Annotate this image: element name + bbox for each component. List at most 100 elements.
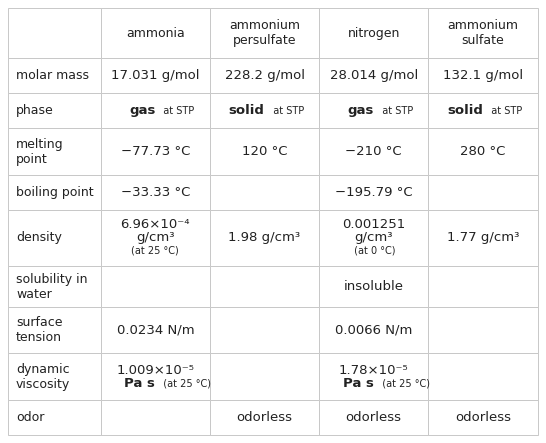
Bar (101, 266, 210, 307)
Text: 1.009×10⁻⁵: 1.009×10⁻⁵ (116, 364, 194, 377)
Bar (428, 354, 538, 400)
Text: gas: gas (347, 105, 373, 117)
Bar (319, 8, 428, 58)
Text: 0.0066 N/m: 0.0066 N/m (335, 324, 412, 337)
Text: (at 25 °C): (at 25 °C) (376, 378, 430, 388)
Bar (8, 8, 101, 58)
Bar (101, 93, 210, 128)
Bar (210, 175, 319, 210)
Text: 1.98 g/cm³: 1.98 g/cm³ (228, 232, 301, 245)
Bar (210, 93, 319, 128)
Text: 6.96×10⁻⁴: 6.96×10⁻⁴ (121, 218, 190, 232)
Text: g/cm³: g/cm³ (354, 232, 393, 245)
Text: (at 25 °C): (at 25 °C) (132, 246, 179, 256)
Bar (101, 307, 210, 354)
Text: at STP: at STP (266, 106, 304, 116)
Bar (428, 210, 538, 266)
Bar (319, 266, 428, 307)
Text: (at 25 °C): (at 25 °C) (157, 378, 211, 388)
Text: 1.77 g/cm³: 1.77 g/cm³ (447, 232, 519, 245)
Text: 120 °C: 120 °C (242, 145, 287, 158)
Bar (319, 354, 428, 400)
Text: 17.031 g/mol: 17.031 g/mol (111, 70, 200, 82)
Bar (428, 58, 538, 93)
Text: at STP: at STP (157, 106, 194, 116)
Bar (428, 400, 538, 435)
Bar (210, 354, 319, 400)
Bar (319, 307, 428, 354)
Text: 132.1 g/mol: 132.1 g/mol (443, 70, 523, 82)
Text: odorless: odorless (346, 411, 402, 424)
Bar (319, 175, 428, 210)
Bar (8, 354, 101, 400)
Bar (428, 266, 538, 307)
Text: 0.001251: 0.001251 (342, 218, 405, 232)
Bar (319, 210, 428, 266)
Text: nitrogen: nitrogen (347, 27, 400, 40)
Bar (210, 58, 319, 93)
Bar (8, 307, 101, 354)
Text: gas: gas (129, 105, 156, 117)
Bar (8, 266, 101, 307)
Text: 1.78×10⁻⁵: 1.78×10⁻⁵ (339, 364, 408, 377)
Bar (210, 8, 319, 58)
Text: 0.0234 N/m: 0.0234 N/m (116, 324, 194, 337)
Text: at STP: at STP (485, 106, 523, 116)
Bar (210, 128, 319, 175)
Bar (8, 400, 101, 435)
Text: melting
point: melting point (16, 138, 64, 166)
Bar (210, 266, 319, 307)
Text: g/cm³: g/cm³ (136, 232, 175, 245)
Text: −33.33 °C: −33.33 °C (121, 186, 190, 199)
Bar (8, 128, 101, 175)
Text: 28.014 g/mol: 28.014 g/mol (330, 70, 418, 82)
Bar (428, 175, 538, 210)
Text: Pa s: Pa s (343, 377, 373, 390)
Bar (101, 128, 210, 175)
Text: boiling point: boiling point (16, 186, 93, 199)
Bar (428, 128, 538, 175)
Text: molar mass: molar mass (16, 70, 89, 82)
Text: odorless: odorless (236, 411, 293, 424)
Bar (101, 354, 210, 400)
Bar (8, 175, 101, 210)
Bar (428, 307, 538, 354)
Text: −77.73 °C: −77.73 °C (121, 145, 190, 158)
Text: solid: solid (447, 105, 483, 117)
Text: 228.2 g/mol: 228.2 g/mol (224, 70, 305, 82)
Bar (8, 210, 101, 266)
Text: density: density (16, 232, 62, 245)
Bar (210, 210, 319, 266)
Text: solubility in
water: solubility in water (16, 272, 87, 300)
Bar (319, 128, 428, 175)
Bar (428, 8, 538, 58)
Text: odorless: odorless (455, 411, 511, 424)
Bar (101, 400, 210, 435)
Bar (319, 58, 428, 93)
Text: insoluble: insoluble (343, 280, 403, 293)
Bar (101, 58, 210, 93)
Bar (210, 400, 319, 435)
Bar (8, 93, 101, 128)
Text: at STP: at STP (376, 106, 413, 116)
Text: Pa s: Pa s (124, 377, 156, 390)
Text: ammonium
sulfate: ammonium sulfate (448, 19, 519, 47)
Text: ammonia: ammonia (126, 27, 185, 40)
Bar (8, 58, 101, 93)
Text: −210 °C: −210 °C (346, 145, 402, 158)
Text: −195.79 °C: −195.79 °C (335, 186, 413, 199)
Bar (210, 307, 319, 354)
Text: 280 °C: 280 °C (460, 145, 506, 158)
Bar (101, 8, 210, 58)
Text: (at 0 °C): (at 0 °C) (352, 246, 396, 256)
Text: ammonium
persulfate: ammonium persulfate (229, 19, 300, 47)
Bar (428, 93, 538, 128)
Bar (319, 400, 428, 435)
Text: dynamic
viscosity: dynamic viscosity (16, 363, 70, 391)
Bar (319, 93, 428, 128)
Bar (101, 175, 210, 210)
Text: surface
tension: surface tension (16, 316, 62, 344)
Text: solid: solid (229, 105, 264, 117)
Text: phase: phase (16, 105, 54, 117)
Bar (101, 210, 210, 266)
